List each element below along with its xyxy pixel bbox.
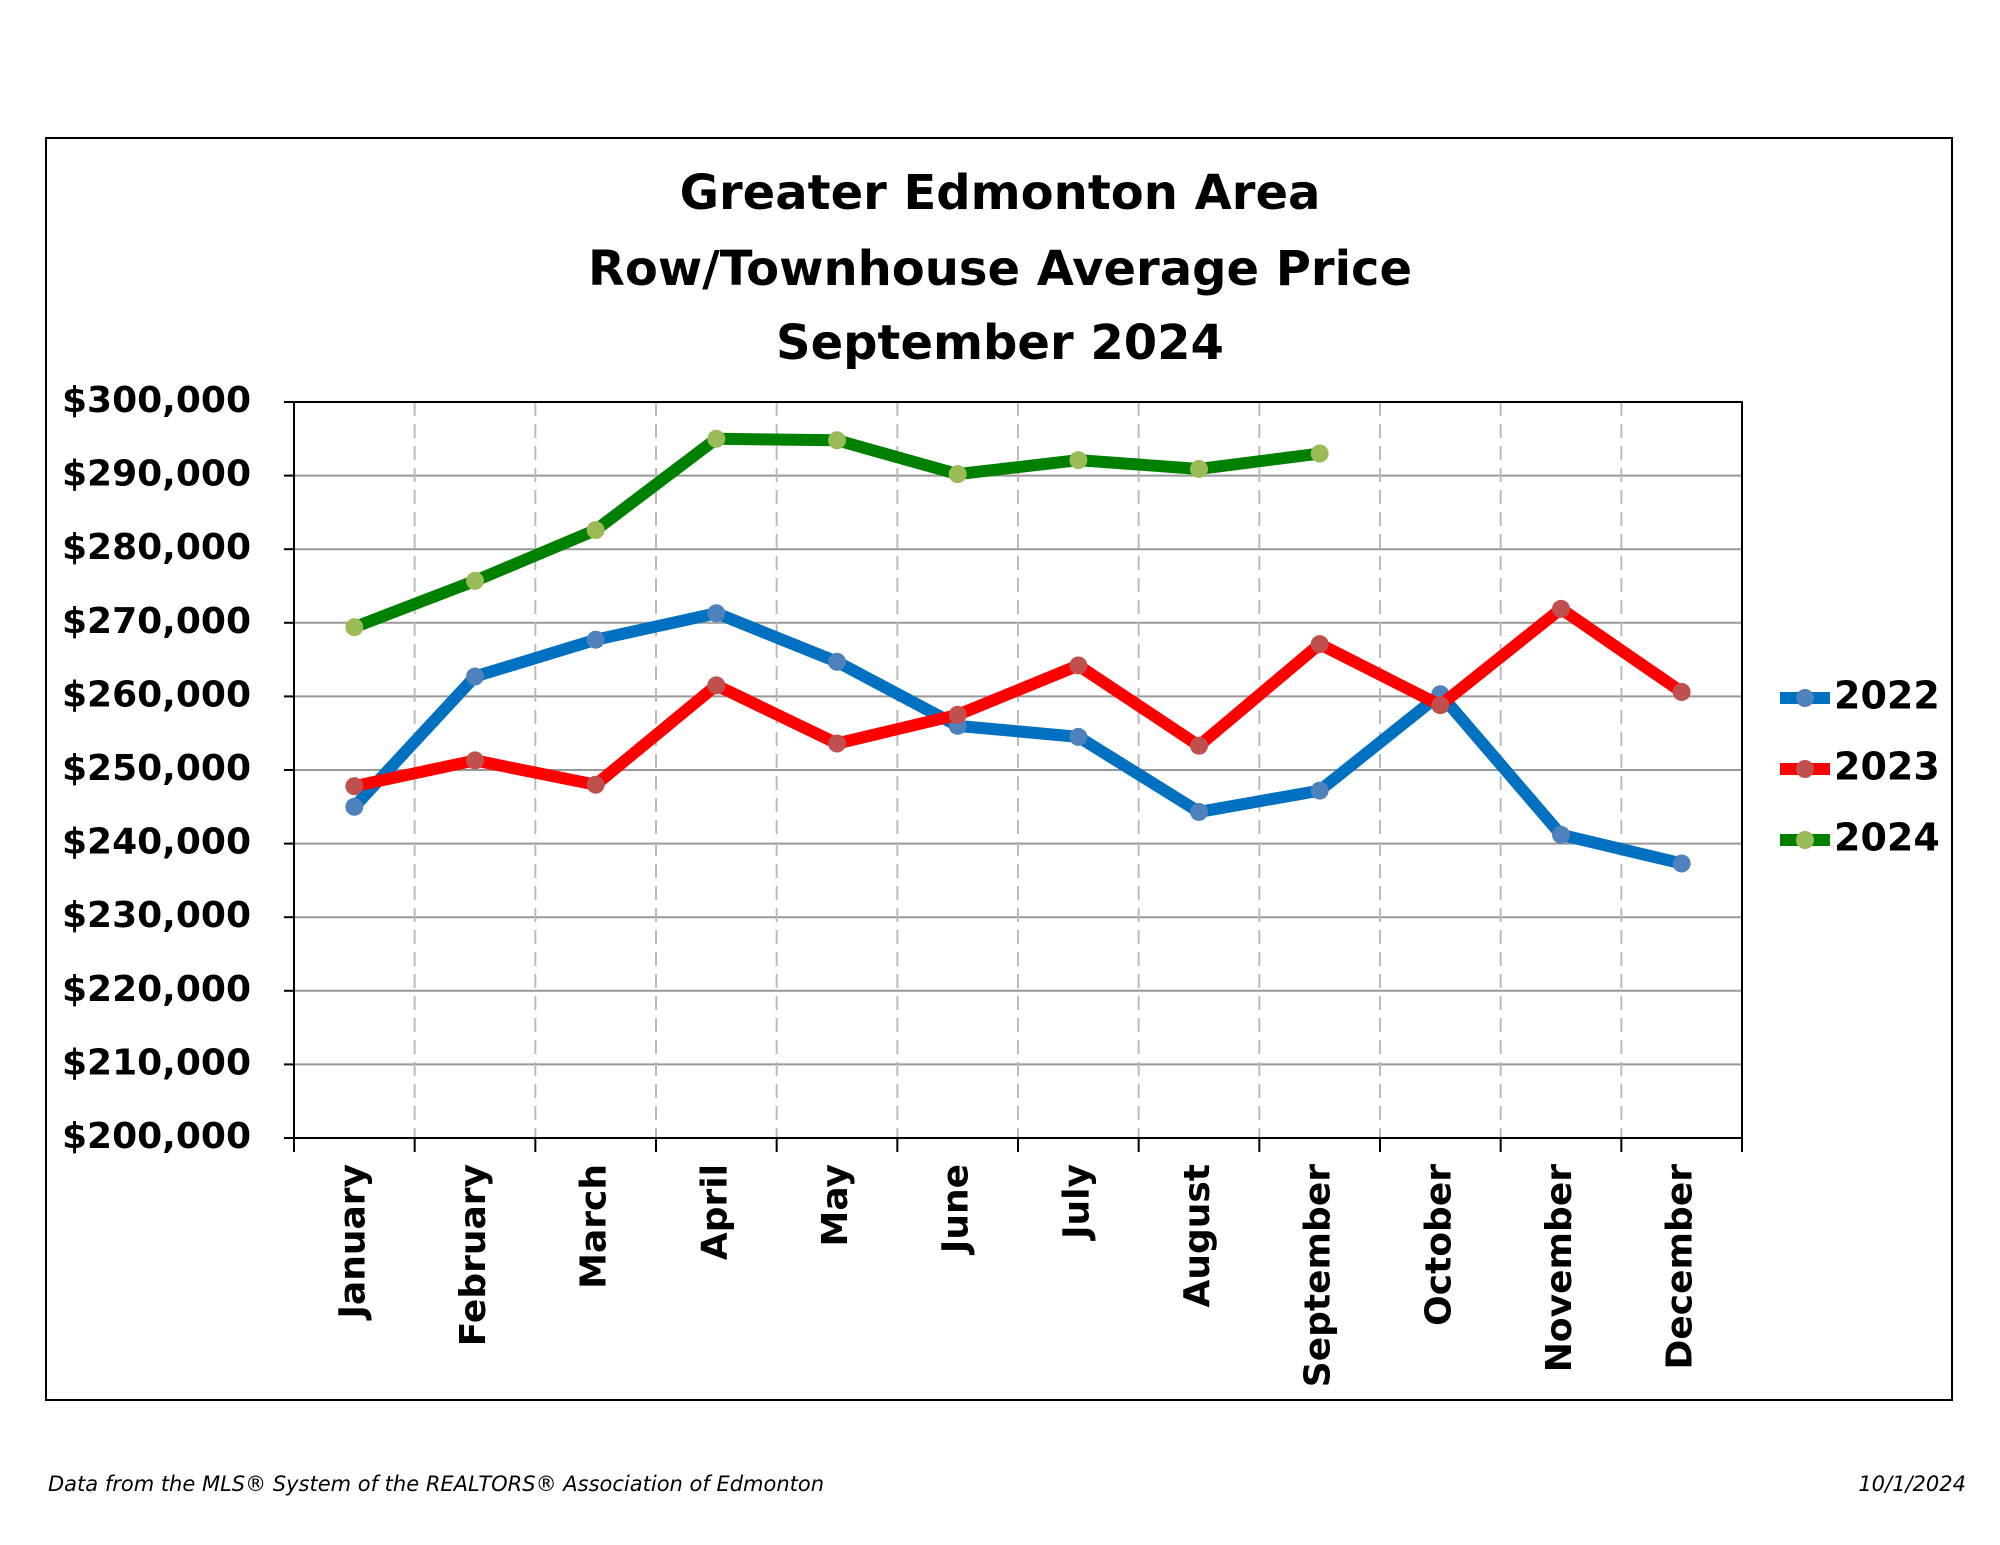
- point: [828, 734, 846, 753]
- point: [948, 465, 967, 484]
- source-note: Data from the MLS® System of the REALTOR…: [48, 1472, 824, 1496]
- y-tick-label: $210,000: [62, 1042, 251, 1083]
- y-tick-label: $250,000: [62, 748, 251, 789]
- x-tick-label: December: [1660, 1164, 1701, 1370]
- point: [345, 777, 364, 796]
- point: [345, 618, 364, 637]
- chart-title: Row/Townhouse Average Price: [588, 241, 1412, 297]
- point: [345, 797, 364, 816]
- y-tick-label: $260,000: [62, 674, 251, 715]
- y-tick-label: $300,000: [62, 380, 251, 421]
- point: [707, 429, 726, 448]
- point: [1069, 451, 1088, 470]
- legend-label: 2023: [1834, 745, 1940, 789]
- legend-label: 2024: [1834, 816, 1940, 860]
- x-tick-label: July: [1056, 1164, 1097, 1242]
- point: [586, 630, 605, 649]
- point: [1190, 736, 1208, 755]
- point: [466, 571, 484, 590]
- plot-border: [293, 401, 1743, 1139]
- x-tick-label: February: [453, 1164, 494, 1346]
- point: [828, 652, 846, 671]
- date-note: 10/1/2024: [1858, 1472, 1966, 1496]
- point: [707, 604, 726, 623]
- point: [1310, 781, 1329, 800]
- x-tick-label: January: [332, 1164, 373, 1321]
- point: [1552, 599, 1570, 618]
- chart-title: September 2024: [776, 315, 1224, 371]
- x-tick-label: April: [694, 1164, 735, 1260]
- x-tick-label: August: [1177, 1164, 1218, 1308]
- point: [1431, 696, 1450, 715]
- x-tick-label: May: [815, 1164, 856, 1246]
- y-tick-label: $280,000: [62, 527, 251, 568]
- y-tick-label: $220,000: [62, 969, 251, 1010]
- y-tick-label: $200,000: [62, 1116, 251, 1157]
- y-tick-label: $230,000: [62, 895, 251, 936]
- series-line: [353, 602, 1686, 793]
- x-tick-label: March: [574, 1164, 615, 1289]
- point: [1310, 635, 1329, 654]
- point: [1069, 727, 1088, 746]
- point: [1672, 682, 1691, 701]
- point: [586, 521, 605, 540]
- x-tick-label: September: [1298, 1164, 1339, 1387]
- x-tick-label: October: [1418, 1164, 1459, 1326]
- point: [948, 705, 967, 724]
- chart-title: Greater Edmonton Area: [680, 165, 1321, 221]
- point: [466, 667, 484, 686]
- point: [1190, 459, 1208, 478]
- y-tick-label: $240,000: [62, 822, 251, 863]
- point: [586, 775, 605, 794]
- x-tick-label: November: [1539, 1164, 1580, 1372]
- point: [1552, 825, 1570, 844]
- x-tick-label: June: [936, 1164, 977, 1256]
- legend-marker: [1796, 760, 1814, 778]
- point: [1190, 802, 1208, 821]
- point: [1069, 656, 1088, 675]
- point: [828, 431, 846, 450]
- y-tick-label: $270,000: [62, 601, 251, 642]
- point: [1672, 854, 1691, 873]
- legend-marker: [1796, 689, 1814, 707]
- series-line: [349, 607, 1684, 870]
- point: [1310, 444, 1329, 463]
- point: [466, 751, 484, 770]
- y-tick-label: $290,000: [62, 454, 251, 495]
- point: [707, 676, 726, 695]
- legend-label: 2022: [1834, 674, 1940, 718]
- legend-marker: [1796, 831, 1814, 849]
